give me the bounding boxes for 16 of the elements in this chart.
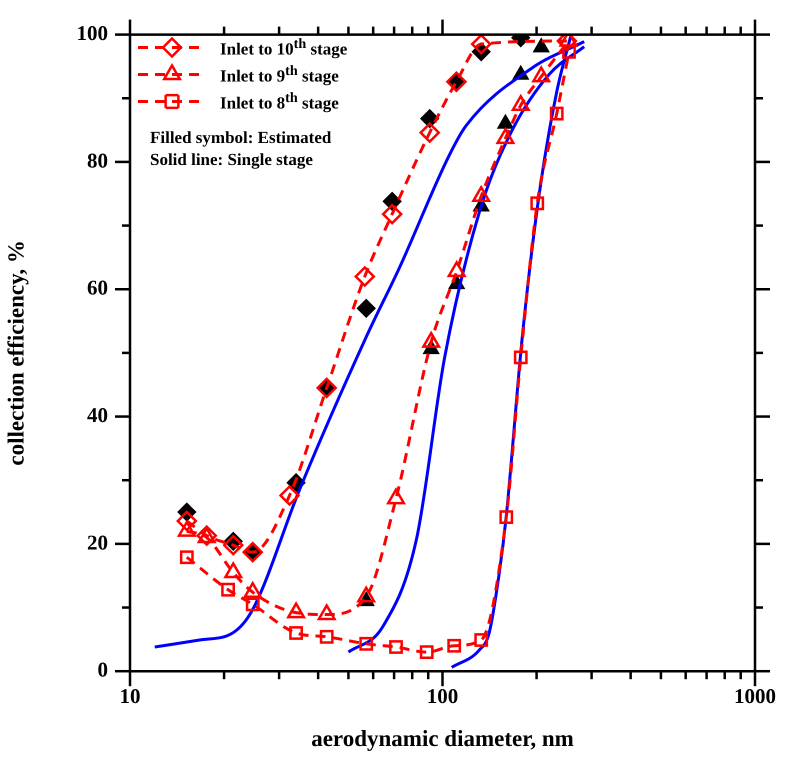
x-tick-label: 10 (120, 684, 140, 708)
legend-label: Inlet to 9$^{th}$ stage (220, 62, 339, 86)
y-tick-label: 80 (87, 148, 108, 172)
annotation: Filled symbol: Estimated (150, 127, 332, 149)
x-tick-label: 100 (426, 684, 458, 708)
y-tick-label: 100 (76, 21, 108, 46)
x-tick-label: 1000 (734, 684, 776, 708)
x-axis-title: aerodynamic diameter, nm (311, 726, 574, 752)
y-axis-title: collection efficiency, % (4, 240, 29, 466)
y-tick-label: 20 (87, 530, 108, 554)
legend-label: Inlet to 10$^{th}$ stage (220, 36, 348, 60)
legend-label: Inlet to 8$^{th}$ stage (220, 90, 339, 114)
annotation: Solid line: Single stage (150, 149, 314, 171)
y-tick-label: 60 (87, 276, 108, 300)
y-tick-label: 40 (87, 402, 108, 427)
y-tick-label: 0 (98, 658, 108, 682)
